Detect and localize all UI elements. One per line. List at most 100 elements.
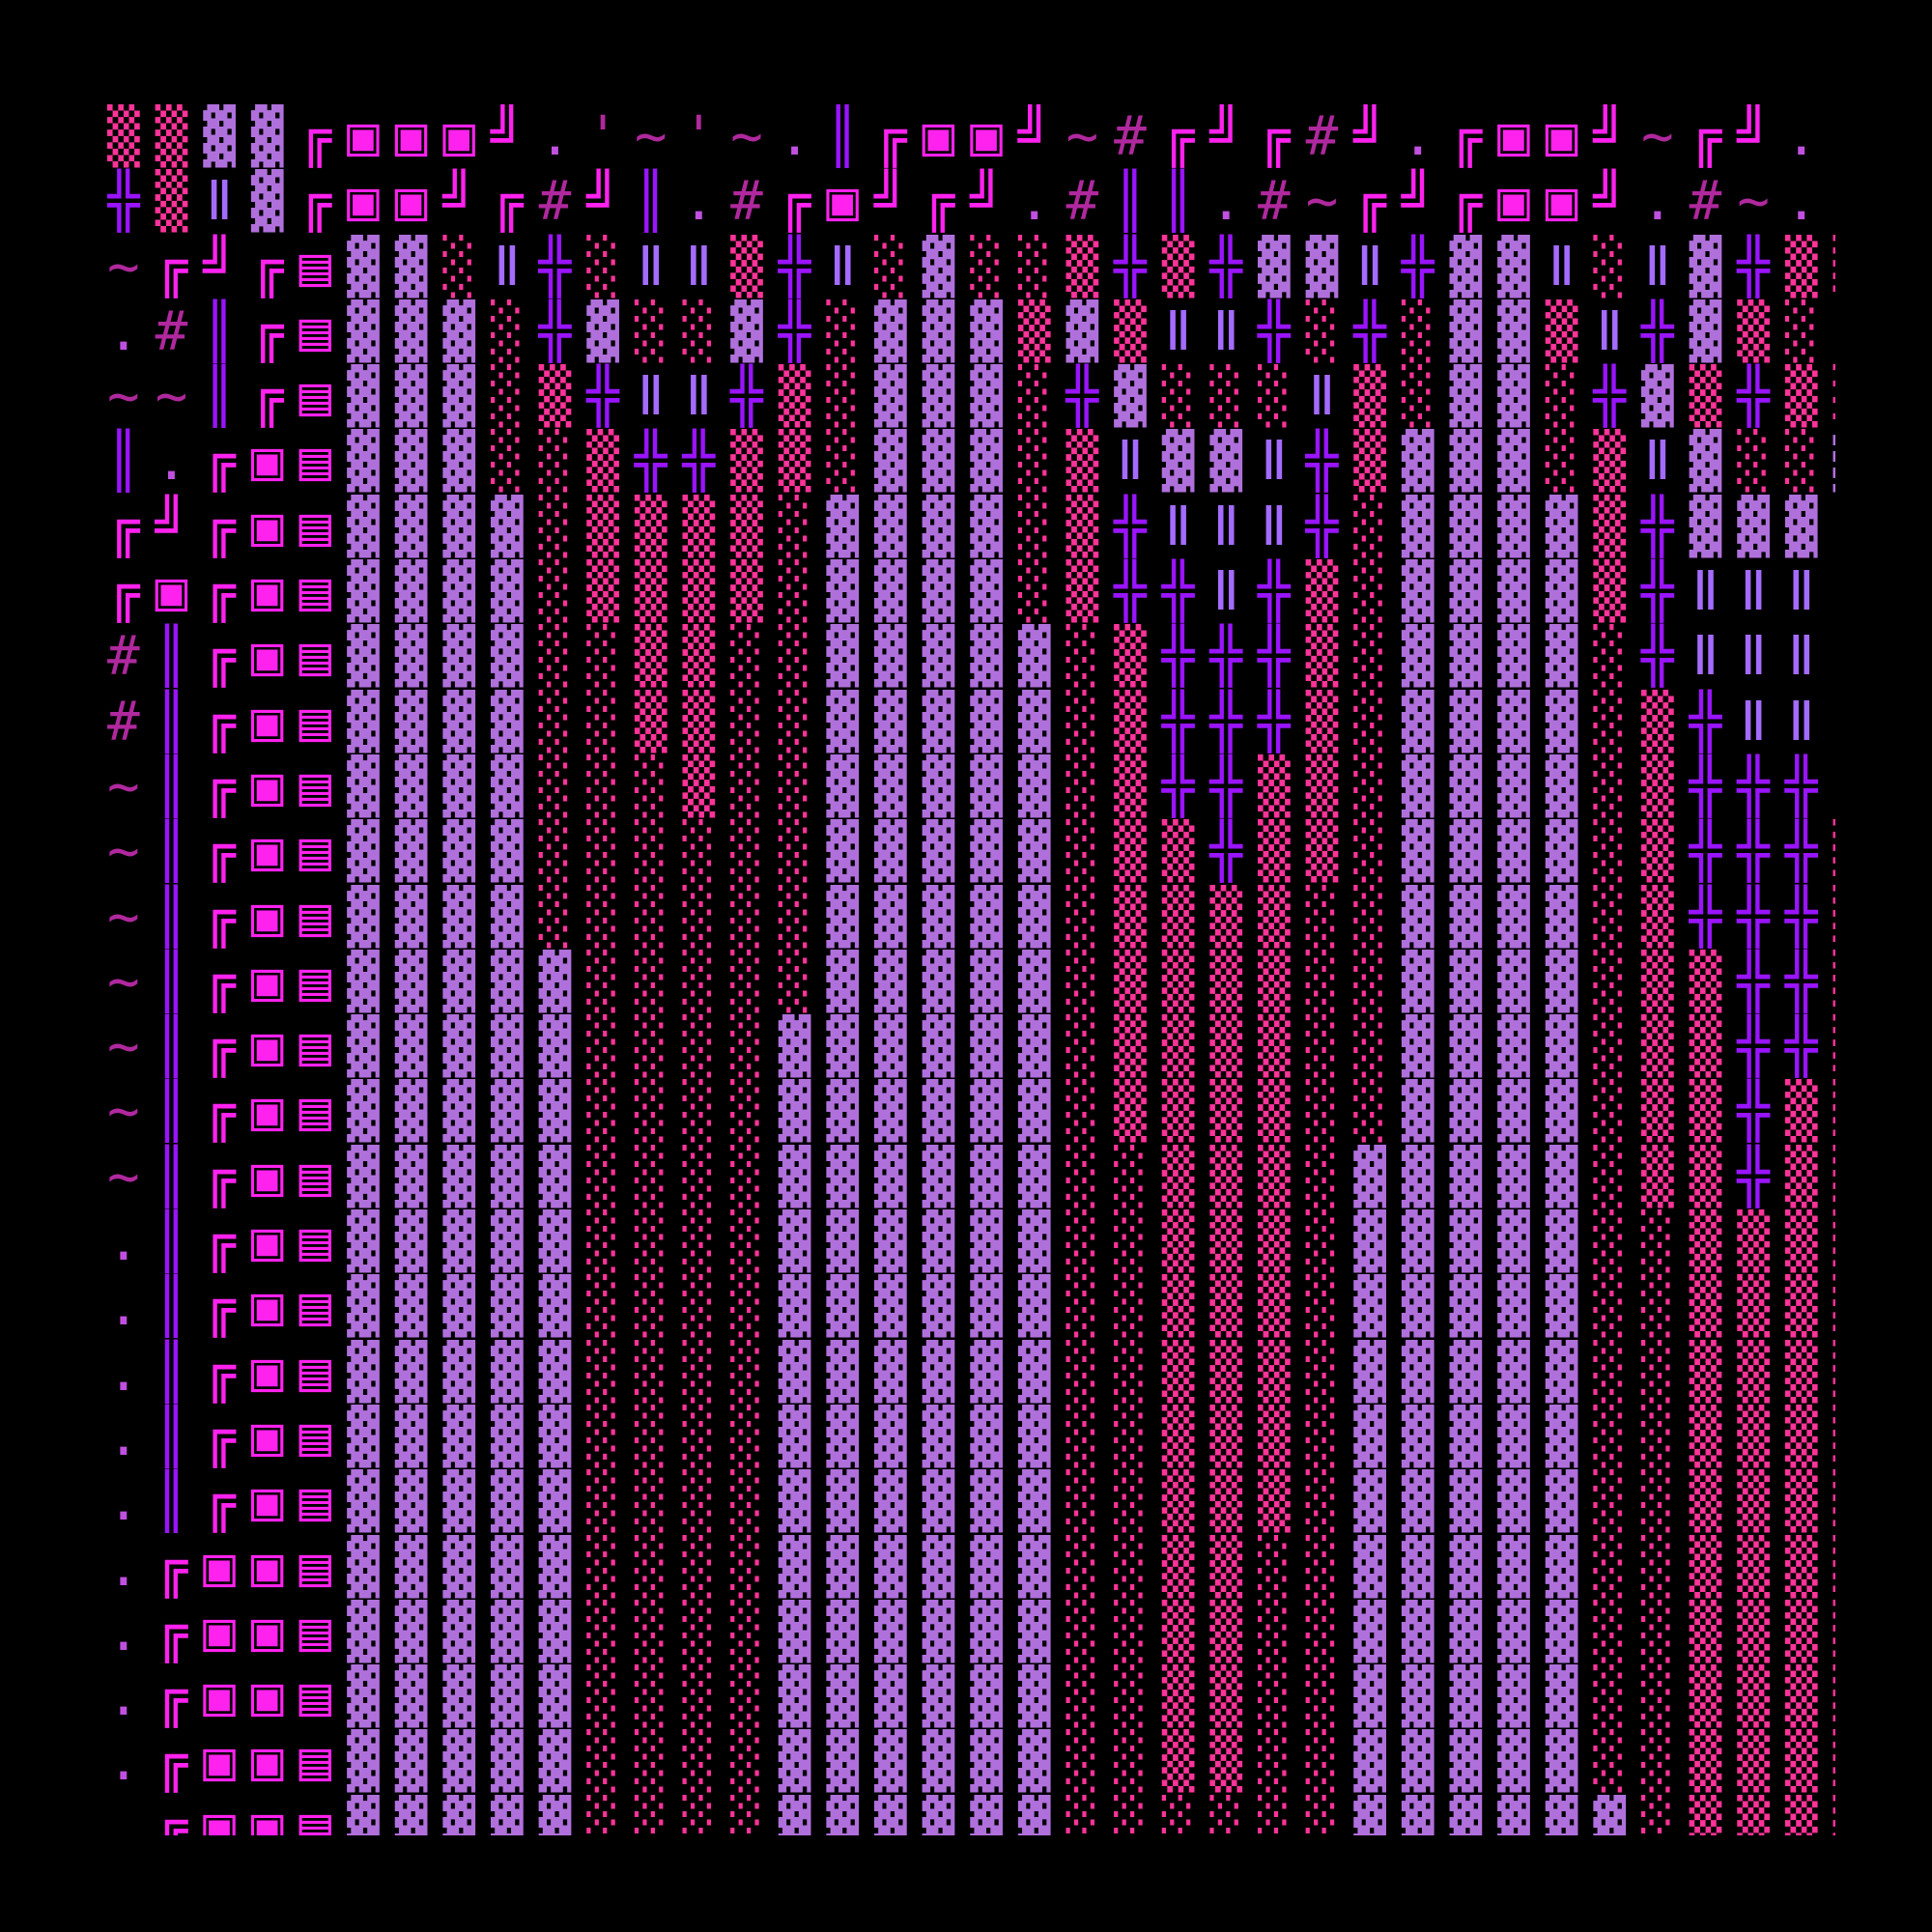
art-row: ~║╔▣▤▓▓▓▓▓░░░░▓▓▓▓▓▓░░▒▒▒░▓▓▓▓▓░▒▒╬▒▒ xyxy=(107,1145,1835,1209)
art-glyph: ▓ xyxy=(442,1405,491,1468)
art-glyph: ▒ xyxy=(1209,1730,1258,1794)
art-glyph: ▓ xyxy=(1449,560,1498,624)
art-glyph: ╔ xyxy=(155,1535,204,1599)
art-glyph: ░ xyxy=(1258,1665,1306,1729)
art-glyph: ▓ xyxy=(394,235,443,298)
art-glyph: ▒ xyxy=(1209,1470,1258,1534)
art-glyph: ▓ xyxy=(491,560,539,624)
art-glyph: ▓ xyxy=(778,1665,827,1729)
art-glyph: ~ xyxy=(155,365,204,429)
art-glyph: ▣ xyxy=(250,1535,299,1599)
art-glyph: ▓ xyxy=(347,1015,395,1079)
art-glyph: ░ xyxy=(586,1405,635,1468)
art-glyph: ▓ xyxy=(1017,1795,1066,1835)
art-glyph: ▓ xyxy=(970,1015,1018,1079)
art-glyph: # xyxy=(538,170,587,234)
art-glyph: ▤ xyxy=(298,495,348,558)
art-glyph: ǁ xyxy=(1833,496,1836,558)
art-glyph: ░ xyxy=(1353,1015,1402,1079)
art-glyph: ▓ xyxy=(442,1730,491,1794)
art-glyph: ▓ xyxy=(347,560,395,624)
art-glyph: ╬ xyxy=(1161,625,1210,689)
art-glyph: ▒ xyxy=(1737,1730,1785,1794)
art-glyph: ▓ xyxy=(1017,1470,1066,1534)
art-glyph: ╬ xyxy=(1737,950,1785,1013)
art-glyph: ▓ xyxy=(1545,1015,1594,1079)
art-glyph: ▓ xyxy=(922,365,971,429)
art-glyph: ▣ xyxy=(250,1145,299,1208)
art-glyph: ░ xyxy=(682,1015,731,1079)
art-glyph: ▓ xyxy=(491,1405,539,1468)
ascii-art-canvas: ▒▒▓▓╔▣▣▣╝.'~'~.║╔▣▣╝~#╔╝╔#╝.╔▣▣╝~╔╝.|╬▒ǁ… xyxy=(107,104,1835,1835)
art-glyph: ▓ xyxy=(922,1405,971,1468)
art-glyph: ▓ xyxy=(347,430,395,494)
art-glyph: ▓ xyxy=(1017,1405,1066,1468)
art-glyph: ░ xyxy=(1641,1405,1690,1468)
art-glyph: ▒ xyxy=(1689,1210,1738,1274)
art-glyph: ▓ xyxy=(1401,820,1450,884)
art-glyph: ▒ xyxy=(1161,1470,1210,1534)
art-glyph: ▒ xyxy=(1209,1210,1258,1274)
art-glyph: ▓ xyxy=(586,299,635,363)
art-glyph: ▓ xyxy=(922,885,971,949)
art-glyph: ▓ xyxy=(347,1470,395,1534)
art-glyph: ▓ xyxy=(1017,1730,1066,1794)
art-glyph: ▓ xyxy=(1545,625,1594,689)
art-glyph: ░ xyxy=(586,1665,635,1729)
art-glyph: ▓ xyxy=(1545,1340,1594,1404)
art-glyph: ▓ xyxy=(538,1730,587,1794)
art-glyph: ▓ xyxy=(1017,1665,1066,1729)
art-glyph: ║ xyxy=(1161,170,1210,234)
art-glyph: ▒ xyxy=(1353,430,1402,494)
art-glyph: ~ xyxy=(107,820,156,884)
art-glyph: ▓ xyxy=(491,1730,539,1794)
art-glyph: ░ xyxy=(778,495,827,558)
art-glyph: ▓ xyxy=(347,235,395,298)
art-glyph: ╔ xyxy=(203,495,251,558)
art-glyph: ǁ xyxy=(1545,235,1594,298)
art-glyph: ▒ xyxy=(1114,1080,1162,1144)
art-glyph: ▒ xyxy=(1737,1210,1785,1274)
art-glyph: ▓ xyxy=(730,299,779,363)
art-glyph: ▣ xyxy=(250,1340,299,1404)
art-glyph: ▒ xyxy=(1258,1275,1306,1339)
art-glyph: ▒ xyxy=(1833,1470,1836,1533)
art-glyph: ▓ xyxy=(1497,1080,1546,1144)
art-glyph: ▤ xyxy=(298,885,348,949)
art-glyph: ▒ xyxy=(1737,1275,1785,1339)
art-glyph: ▒ xyxy=(1209,1535,1258,1599)
art-glyph: ▓ xyxy=(1449,365,1498,429)
art-glyph: ▓ xyxy=(491,1795,539,1835)
art-glyph: ▓ xyxy=(347,885,395,949)
art-glyph: ▣ xyxy=(250,1405,299,1468)
art-row: .║╔▣▤▓▓▓▓▓░░░░▓▓▓▓▓▓░░▒▒▒░▓▓▓▓▓░░▒▒▒▒ xyxy=(107,1340,1835,1405)
art-glyph: ▓ xyxy=(874,1015,923,1079)
art-glyph: ▓ xyxy=(874,1795,923,1835)
art-glyph: ╔ xyxy=(203,1015,251,1079)
art-glyph: ░ xyxy=(1593,885,1641,949)
art-glyph: ▒ xyxy=(1258,1145,1306,1208)
art-glyph: # xyxy=(1689,170,1738,234)
art-glyph: ▓ xyxy=(250,170,299,234)
art-glyph: # xyxy=(107,625,156,689)
art-glyph: ╔ xyxy=(107,560,156,624)
art-glyph: ▓ xyxy=(1545,1405,1594,1468)
art-glyph: ▒ xyxy=(682,754,731,818)
art-glyph: ░ xyxy=(634,950,683,1013)
art-glyph: ▤ xyxy=(298,820,348,884)
art-glyph: ░ xyxy=(1065,1730,1115,1794)
art-glyph: ░ xyxy=(778,820,827,884)
art-glyph: ║ xyxy=(155,1340,204,1404)
art-glyph: ▓ xyxy=(442,625,491,689)
art-glyph: ╬ xyxy=(1784,885,1833,949)
art-glyph: ▒ xyxy=(1017,299,1066,363)
art-glyph: ~ xyxy=(107,365,156,429)
art-glyph: ▓ xyxy=(1545,754,1594,818)
art-glyph: ╔ xyxy=(1449,170,1498,234)
art-glyph: ▓ xyxy=(1401,1405,1450,1468)
art-row: .║╔▣▤▓▓▓▓▓░░░░▓▓▓▓▓▓░░▒▒▒░▓▓▓▓▓░░▒▒▒▒ xyxy=(107,1274,1835,1339)
art-glyph: ǁ xyxy=(1737,690,1785,753)
art-glyph: ▓ xyxy=(1449,299,1498,363)
art-glyph: ▓ xyxy=(1545,495,1594,558)
art-glyph: ~ xyxy=(107,885,156,949)
